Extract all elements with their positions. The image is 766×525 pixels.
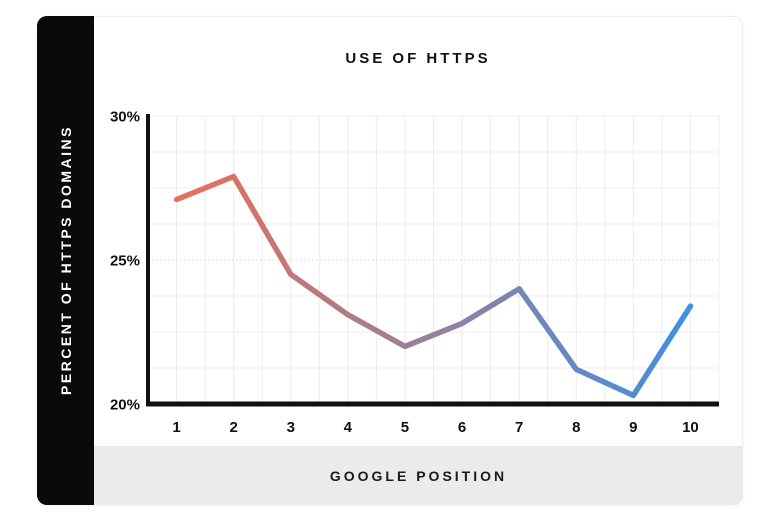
y-tick-label: 25% [110,253,140,270]
chart-title: USE OF HTTPS [345,50,491,67]
x-tick-labels: 1 2 3 4 5 6 7 8 9 10 [172,419,698,436]
chart-card: 30% 25% 20% 1 2 3 4 5 6 7 8 9 10 PERCENT OF HTTPS DO… [37,16,743,505]
x-tick-label: 5 [401,419,409,436]
x-axis-title-bar: GOOGLE POSITION [94,446,743,505]
x-tick-label: 7 [515,419,523,436]
y-tick-label: 20% [110,397,140,414]
x-tick-label: 2 [229,419,237,436]
y-axis-title-bar: PERCENT OF HTTPS DOMAINS [37,16,94,505]
x-tick-label: 8 [572,419,580,436]
x-tick-label: 9 [629,419,637,436]
x-tick-label: 6 [458,419,466,436]
x-tick-label: 3 [287,419,295,436]
https-usage-line [173,173,694,399]
x-tick-label: 4 [344,419,353,436]
y-tick-labels: 30% 25% 20% [110,109,140,414]
x-tick-label: 10 [682,419,699,436]
x-tick-label: 1 [172,419,180,436]
y-tick-label: 30% [110,109,140,126]
gridlines [147,115,720,405]
line-chart-plot: 30% 25% 20% 1 2 3 4 5 6 7 8 9 10 [110,109,720,436]
x-axis-title: GOOGLE POSITION [329,467,508,484]
y-axis-title: PERCENT OF HTTPS DOMAINS [57,125,74,396]
